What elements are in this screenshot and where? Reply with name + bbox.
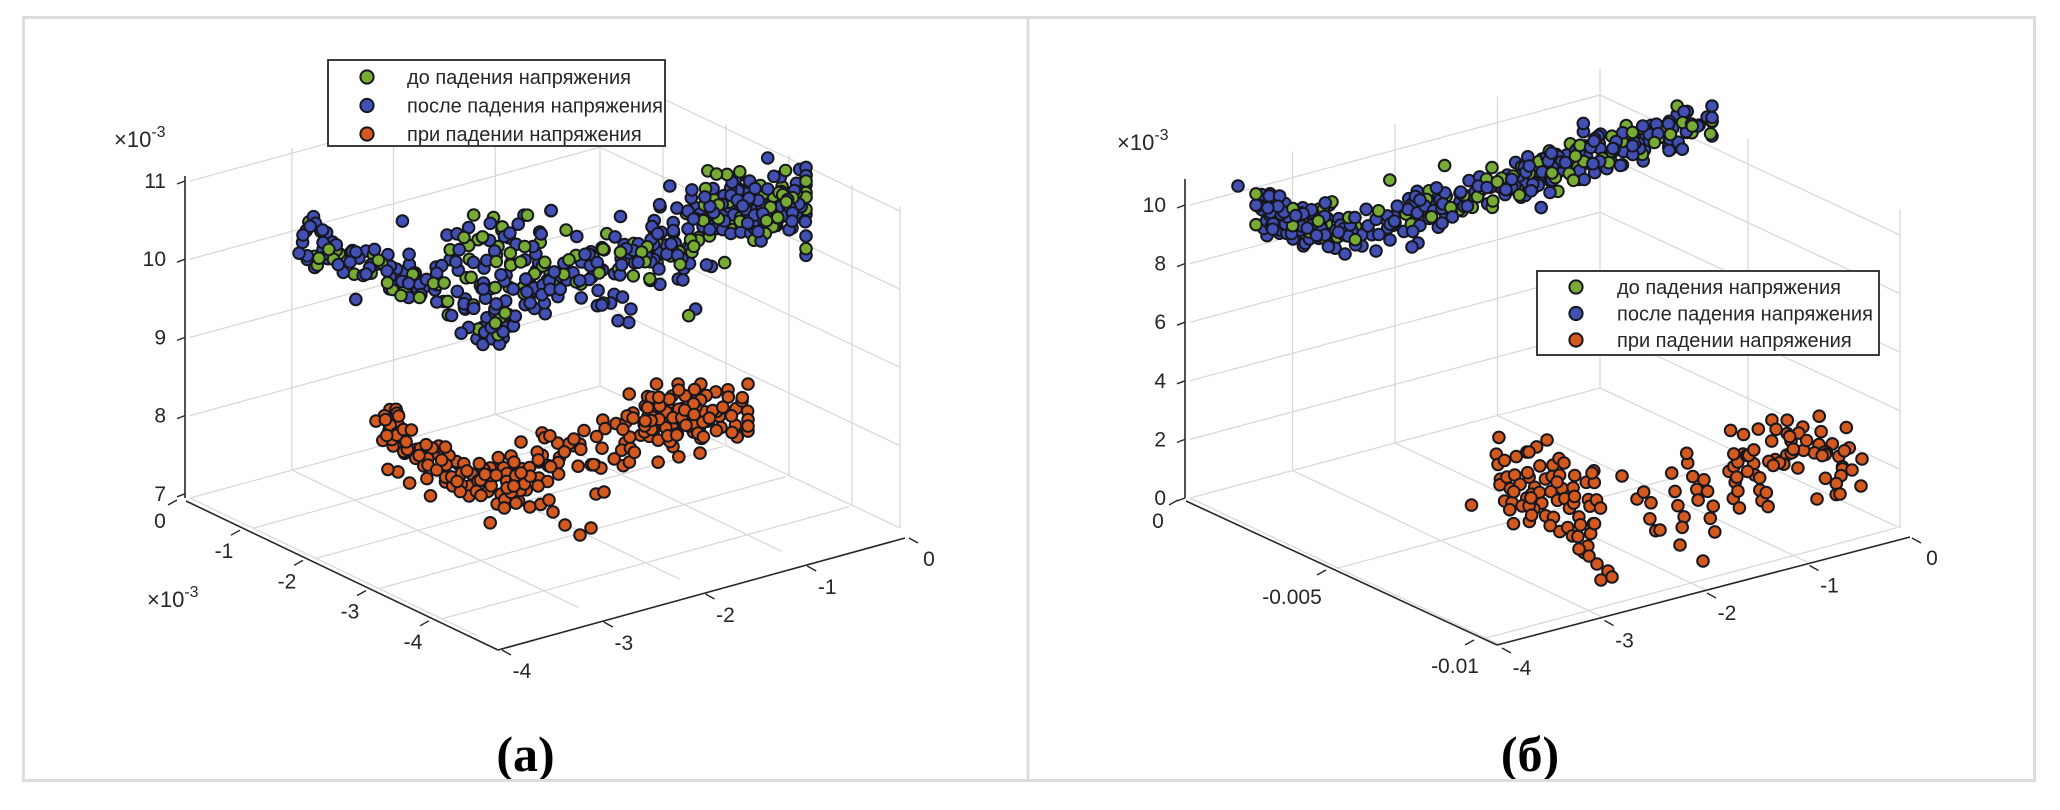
- svg-text:-4: -4: [1513, 657, 1532, 680]
- svg-text:0: 0: [923, 548, 935, 571]
- svg-text:до падения напряжения: до падения напряжения: [1617, 277, 1841, 299]
- svg-text:0: 0: [154, 510, 166, 533]
- svg-text:-4: -4: [404, 631, 423, 654]
- svg-text:10: 10: [143, 248, 166, 271]
- svg-text:-1: -1: [215, 540, 234, 563]
- svg-text:10: 10: [1143, 194, 1166, 217]
- svg-text:-2: -2: [1718, 602, 1737, 625]
- svg-text:-4: -4: [513, 660, 532, 683]
- svg-text:при падении напряжения: при падении напряжения: [1617, 330, 1852, 352]
- svg-text:8: 8: [1154, 253, 1166, 276]
- svg-text:(а): (а): [496, 726, 554, 782]
- svg-text:-1: -1: [818, 576, 837, 599]
- svg-text:-3: -3: [614, 632, 633, 655]
- svg-text:-1: -1: [1820, 575, 1839, 598]
- svg-text:7: 7: [154, 483, 166, 506]
- svg-text:-2: -2: [278, 570, 297, 593]
- svg-text:4: 4: [1154, 370, 1166, 393]
- svg-text:-2: -2: [716, 604, 735, 627]
- svg-text:до падения напряжения: до падения напряжения: [407, 67, 631, 89]
- svg-text:-0.005: -0.005: [1262, 586, 1322, 609]
- svg-text:11: 11: [144, 170, 166, 193]
- svg-text:6: 6: [1154, 311, 1166, 334]
- svg-text:при падении напряжения: при падении напряжения: [407, 124, 642, 146]
- svg-text:2: 2: [1154, 428, 1166, 451]
- svg-text:0: 0: [1926, 547, 1938, 570]
- svg-text:(б): (б): [1501, 726, 1559, 782]
- svg-text:0: 0: [1152, 510, 1164, 533]
- svg-text:8: 8: [154, 405, 166, 428]
- svg-text:-0.01: -0.01: [1431, 655, 1479, 678]
- svg-text:-3: -3: [341, 601, 360, 624]
- svg-text:после падения напряжения: после падения напряжения: [1617, 304, 1873, 326]
- svg-text:-3: -3: [1615, 630, 1634, 653]
- svg-text:9: 9: [154, 326, 166, 349]
- svg-text:после падения напряжения: после падения напряжения: [407, 96, 663, 118]
- svg-text:0: 0: [1154, 487, 1166, 510]
